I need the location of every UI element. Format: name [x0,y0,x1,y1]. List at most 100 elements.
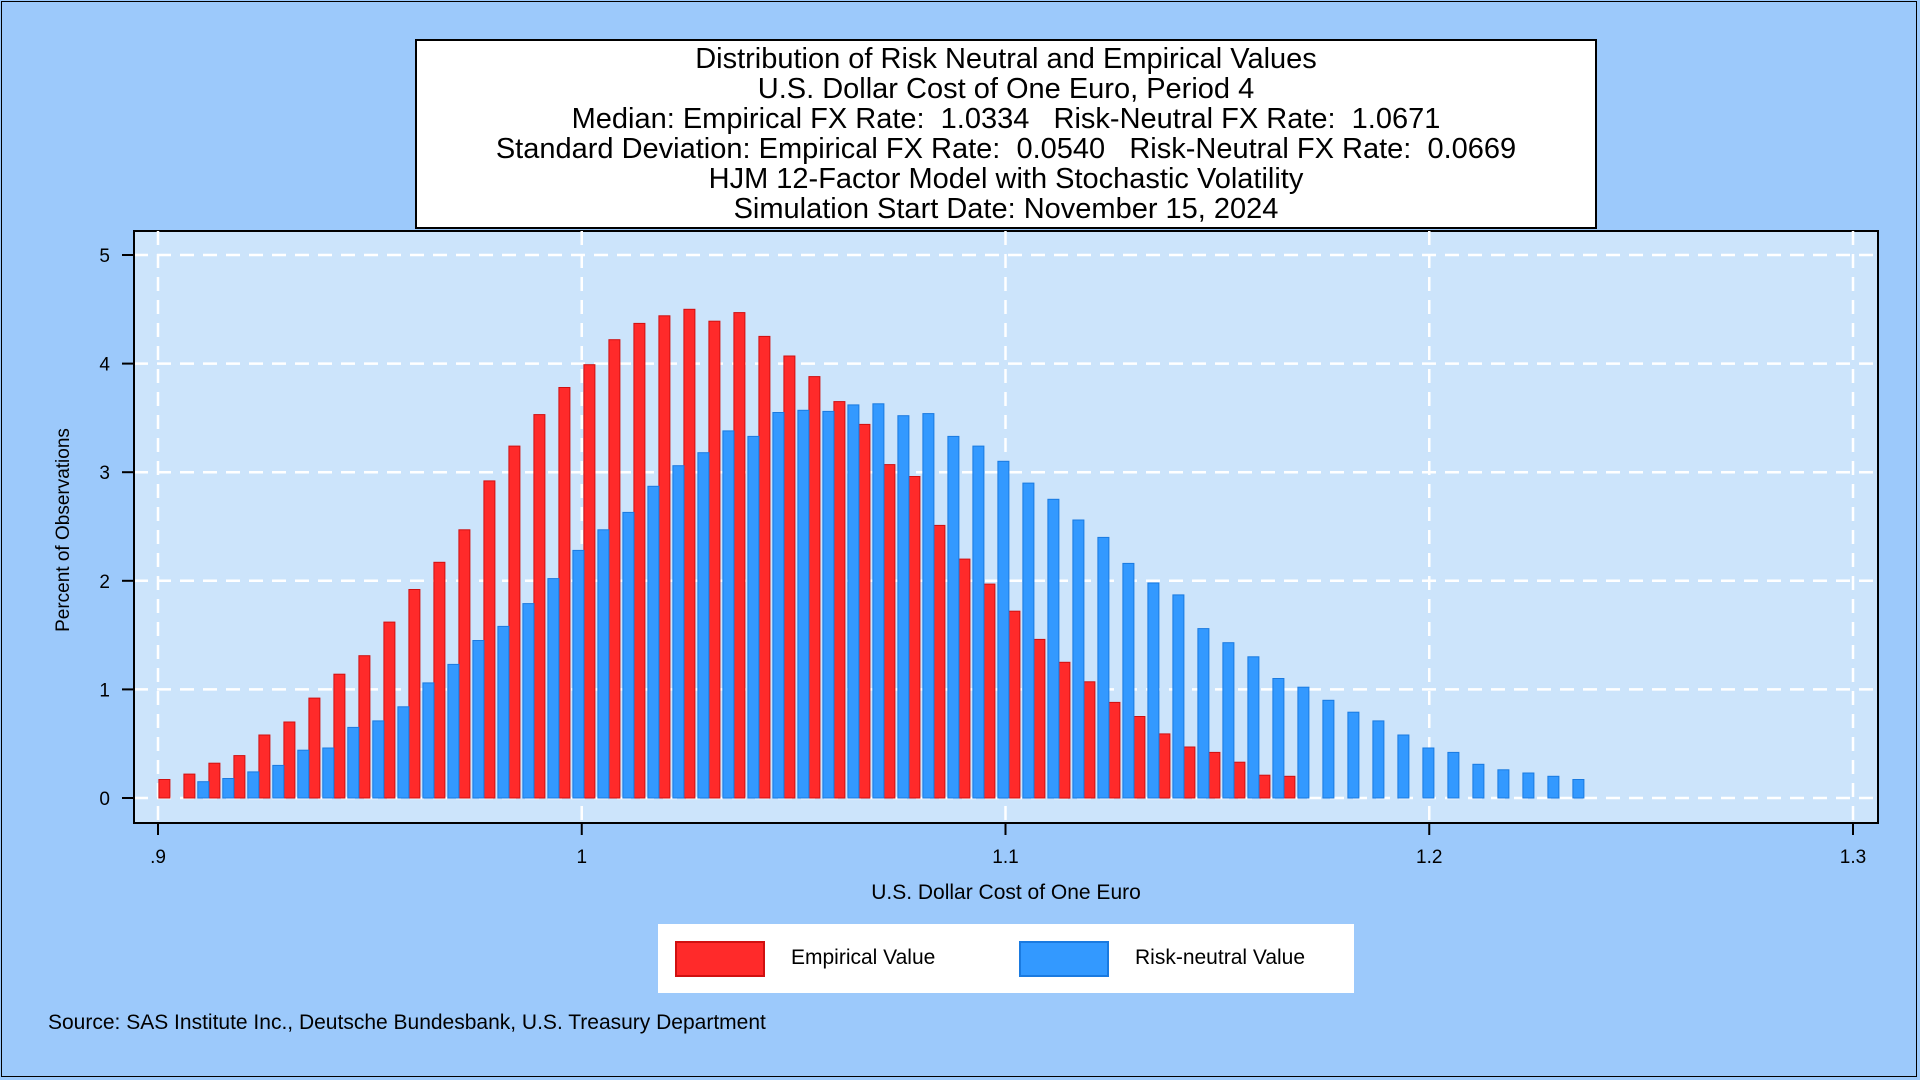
bar-risk-neutral-45 [1322,699,1335,799]
y-axis-label: Percent of Observations [53,428,74,632]
bar-empirical-4 [258,734,271,799]
bar-risk-neutral-34 [1047,498,1060,799]
x-tick-label-1.1: 1.1 [992,847,1018,868]
bar-empirical-6 [308,697,321,799]
bar-risk-neutral-5 [322,747,335,799]
bar-risk-neutral-40 [1197,628,1210,799]
legend-swatch-risk-neutral [1019,941,1109,977]
bar-risk-neutral-51 [1472,763,1485,799]
y-tick-label-3: 3 [99,463,110,484]
y-tick-label-2: 2 [99,572,110,593]
x-tick-label-1: 1 [576,847,587,868]
bar-empirical-21 [683,308,696,799]
bar-risk-neutral-42 [1247,656,1260,799]
bar-risk-neutral-53 [1522,772,1535,799]
bar-risk-neutral-54 [1547,775,1560,799]
bar-risk-neutral-10 [447,663,460,799]
y-tick-label-0: 0 [99,789,110,810]
bar-empirical-20 [658,315,671,799]
bar-empirical-24 [758,335,771,799]
bar-risk-neutral-32 [997,460,1010,799]
bar-risk-neutral-39 [1172,594,1185,799]
bar-empirical-31 [933,524,946,799]
bar-empirical-16 [558,387,571,799]
chart-title: Distribution of Risk Neutral and Empiric… [695,43,1317,75]
bar-risk-neutral-17 [622,511,635,799]
bar-empirical-45 [1283,775,1296,799]
y-tick-label-5: 5 [99,246,110,267]
legend-swatch-empirical [675,941,765,977]
y-tick-label-4: 4 [99,355,110,376]
bar-empirical-23 [733,312,746,799]
bar-empirical-8 [358,655,371,799]
bar-empirical-11 [433,561,446,799]
bar-risk-neutral-6 [347,726,360,799]
x-axis-label: U.S. Dollar Cost of One Euro [871,881,1141,904]
bar-risk-neutral-31 [972,445,985,799]
legend-label-empirical: Empirical Value [791,946,936,969]
legend-label-risk-neutral: Risk-neutral Value [1135,946,1306,969]
bar-risk-neutral-12 [497,625,510,799]
bar-empirical-43 [1233,761,1246,799]
bar-risk-neutral-18 [647,485,660,799]
bar-empirical-10 [408,589,421,799]
median-line: Median: Empirical FX Rate: 1.0334 Risk-N… [571,103,1441,135]
x-tick-label-1.3: 1.3 [1840,847,1866,868]
bar-risk-neutral-26 [847,404,860,799]
bar-risk-neutral-11 [472,640,485,799]
bar-risk-neutral-0 [197,781,210,799]
bar-risk-neutral-46 [1347,711,1360,799]
bar-risk-neutral-27 [872,403,885,799]
bar-empirical-3 [233,755,246,799]
bar-risk-neutral-30 [947,435,960,799]
bar-risk-neutral-9 [422,682,435,799]
x-tick-label-1.2: 1.2 [1416,847,1442,868]
start-date-line: Simulation Start Date: November 15, 2024 [733,193,1279,225]
bar-risk-neutral-19 [672,465,685,799]
chart-subtitle: U.S. Dollar Cost of One Euro, Period 4 [757,73,1255,105]
bar-risk-neutral-2 [247,771,260,799]
bar-empirical-33 [983,583,996,799]
bar-risk-neutral-8 [397,706,410,799]
bar-empirical-13 [483,480,496,799]
bar-empirical-19 [633,322,646,799]
bar-risk-neutral-35 [1072,519,1085,799]
y-tick-label-1: 1 [99,680,110,701]
bar-risk-neutral-1 [222,778,235,799]
bar-empirical-38 [1108,701,1121,799]
bar-empirical-39 [1133,716,1146,799]
bar-empirical-32 [958,558,971,799]
chart-title-box: Distribution of Risk Neutral and Empiric… [415,39,1597,229]
bar-empirical-15 [533,414,546,799]
bar-risk-neutral-37 [1122,562,1135,799]
bar-empirical-34 [1008,610,1021,799]
bar-empirical-40 [1158,733,1171,799]
bar-empirical-2 [208,762,221,799]
bar-empirical-37 [1083,681,1096,799]
bar-risk-neutral-43 [1272,678,1285,799]
bar-risk-neutral-4 [297,749,310,799]
bar-risk-neutral-28 [897,415,910,799]
bar-empirical-22 [708,320,721,799]
bar-risk-neutral-15 [572,549,585,799]
source-note: Source: SAS Institute Inc., Deutsche Bun… [48,1011,766,1034]
bar-empirical-9 [383,621,396,799]
bar-risk-neutral-48 [1397,734,1410,799]
model-line: HJM 12-Factor Model with Stochastic Vola… [708,163,1304,195]
bar-empirical-0 [158,779,171,799]
x-tick-label-.9: .9 [150,847,166,868]
bar-risk-neutral-14 [547,578,560,799]
bar-empirical-42 [1208,751,1221,799]
bar-empirical-41 [1183,746,1196,799]
bar-empirical-12 [458,529,471,799]
bar-risk-neutral-47 [1372,720,1385,799]
bar-empirical-18 [608,339,621,799]
bar-risk-neutral-55 [1572,779,1585,799]
bar-risk-neutral-52 [1497,769,1510,799]
bar-empirical-36 [1058,661,1071,799]
bar-risk-neutral-33 [1022,482,1035,799]
legend: Empirical Value Risk-neutral Value [658,924,1354,993]
bar-empirical-17 [583,364,596,799]
bar-risk-neutral-50 [1447,751,1460,799]
